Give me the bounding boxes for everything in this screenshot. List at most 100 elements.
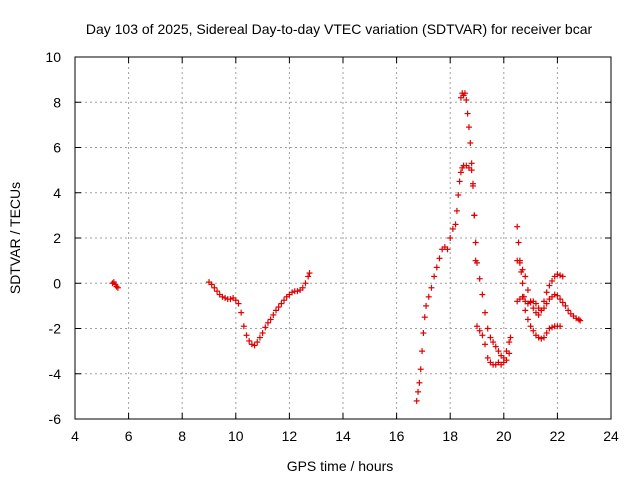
data-point — [251, 342, 258, 349]
data-point — [219, 293, 226, 300]
data-point — [530, 327, 537, 334]
data-point — [543, 289, 550, 296]
data-point — [419, 348, 426, 355]
data-point — [551, 291, 558, 298]
data-point — [214, 288, 221, 295]
data-point — [294, 288, 301, 295]
data-point — [278, 300, 285, 307]
data-point — [267, 316, 274, 323]
data-point — [302, 280, 309, 287]
data-point — [479, 291, 486, 298]
x-tick-label: 24 — [603, 428, 619, 444]
x-tick-label: 22 — [550, 428, 566, 444]
data-point — [208, 281, 215, 288]
data-point — [425, 293, 432, 300]
data-point — [452, 221, 459, 228]
data-point — [514, 223, 521, 230]
y-tick-label: 2 — [53, 230, 61, 246]
data-point — [275, 304, 282, 311]
data-point — [575, 316, 582, 323]
data-point — [436, 255, 443, 262]
y-tick-label: 8 — [53, 94, 61, 110]
data-point — [240, 323, 247, 330]
data-point — [305, 273, 312, 280]
data-point — [527, 299, 534, 306]
data-point — [423, 302, 430, 309]
data-point — [457, 169, 464, 176]
data-point — [273, 307, 279, 314]
data-point — [109, 280, 116, 287]
data-point — [472, 239, 479, 246]
data-point — [444, 246, 451, 253]
data-point — [484, 354, 491, 361]
data-point — [461, 90, 468, 97]
data-point — [211, 284, 218, 291]
y-axis-label: SDTVAR / TECUs — [7, 182, 23, 294]
data-point — [562, 302, 569, 309]
data-point — [227, 296, 234, 303]
data-point — [573, 315, 580, 322]
data-point — [519, 280, 526, 287]
y-tick-label: -4 — [49, 366, 62, 382]
y-tick-label: 10 — [45, 49, 61, 65]
data-point — [559, 299, 566, 306]
data-point — [482, 309, 489, 316]
data-point — [248, 341, 255, 348]
data-point — [243, 332, 250, 339]
data-point — [467, 139, 474, 146]
data-point — [416, 379, 423, 386]
x-tick-label: 20 — [496, 428, 512, 444]
x-tick-label: 4 — [71, 428, 79, 444]
grid — [75, 57, 611, 419]
data-point — [522, 307, 529, 314]
data-point — [541, 334, 547, 341]
data-point — [264, 319, 271, 326]
data-point — [420, 330, 427, 337]
data-point — [549, 277, 556, 284]
data-points — [109, 90, 584, 404]
data-point — [456, 178, 463, 185]
data-point — [433, 264, 440, 271]
data-point — [503, 357, 510, 364]
x-tick-label: 6 — [125, 428, 133, 444]
data-point — [262, 324, 269, 331]
data-point — [519, 266, 526, 273]
data-point — [524, 287, 531, 294]
data-point — [447, 235, 454, 241]
data-point — [538, 335, 545, 342]
chart-title: Day 103 of 2025, Sidereal Day-to-day VTE… — [86, 21, 593, 37]
data-point — [289, 289, 296, 296]
data-point — [235, 300, 242, 307]
data-point — [299, 284, 306, 291]
data-point — [546, 325, 553, 332]
y-tick-label: -2 — [49, 321, 62, 337]
data-point — [238, 309, 245, 316]
x-tick-labels: 4 6 8 10 12 14 16 18 20 22 24 — [71, 428, 619, 444]
data-point — [530, 305, 537, 312]
data-point — [455, 192, 462, 199]
axis-ticks — [74, 56, 612, 420]
data-point — [487, 334, 494, 341]
data-point — [256, 334, 263, 341]
data-point — [415, 388, 422, 395]
x-tick-label: 12 — [282, 428, 298, 444]
data-point — [557, 272, 564, 279]
data-point — [522, 273, 529, 280]
data-point — [482, 341, 489, 348]
data-point — [464, 110, 471, 117]
x-tick-label: 16 — [389, 428, 405, 444]
data-point — [114, 284, 121, 291]
data-point — [431, 273, 438, 280]
data-point — [421, 314, 428, 321]
data-point — [471, 212, 478, 219]
data-point — [254, 339, 261, 346]
data-point — [469, 180, 476, 187]
data-point — [507, 334, 514, 341]
data-point — [524, 300, 531, 307]
data-point — [465, 124, 472, 131]
data-point — [306, 270, 313, 277]
data-point — [472, 257, 479, 264]
data-point — [532, 300, 539, 307]
data-point — [506, 339, 513, 346]
